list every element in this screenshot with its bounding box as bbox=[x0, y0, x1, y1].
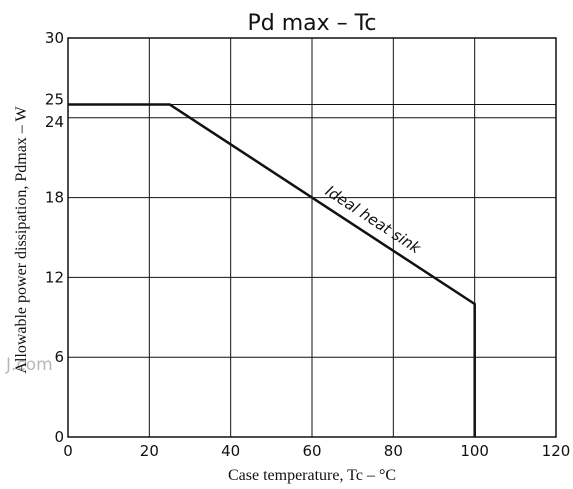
tick-labels: 0 20 40 60 80 100 120 0 6 12 18 24 25 30 bbox=[45, 29, 570, 460]
watermark: J.com bbox=[5, 355, 53, 375]
y-tick-label-3: 18 bbox=[45, 189, 64, 207]
x-tick-label-6: 120 bbox=[542, 442, 571, 460]
series-line-0 bbox=[68, 103, 476, 437]
y-tick-label-1: 6 bbox=[54, 348, 64, 366]
x-axis-title: Case temperature, Tc – °C bbox=[228, 467, 396, 484]
y-tick-label-4: 24 bbox=[45, 113, 64, 131]
plot-frame bbox=[67, 37, 557, 438]
series-group bbox=[68, 103, 476, 437]
y-tick-label-5: 25 bbox=[45, 91, 64, 109]
y-tick-label-2: 12 bbox=[45, 268, 64, 286]
y-axis-title: Allowable power dissipation, Pdmax – W bbox=[13, 105, 30, 373]
y-tick-label-0: 0 bbox=[54, 428, 64, 446]
x-tick-label-2: 40 bbox=[221, 442, 240, 460]
annotations: Ideal heat sink bbox=[322, 182, 425, 258]
chart-title: Pd max – Tc bbox=[248, 11, 377, 36]
y-tick-label-6: 30 bbox=[45, 29, 64, 47]
x-tick-label-1: 20 bbox=[140, 442, 159, 460]
x-tick-label-4: 80 bbox=[384, 442, 403, 460]
x-tick-label-3: 60 bbox=[302, 442, 321, 460]
x-tick-label-0: 0 bbox=[63, 442, 73, 460]
grid bbox=[68, 38, 556, 437]
plot-border bbox=[67, 37, 557, 438]
x-tick-label-5: 100 bbox=[460, 442, 489, 460]
annotation-label-0: Ideal heat sink bbox=[322, 182, 425, 258]
